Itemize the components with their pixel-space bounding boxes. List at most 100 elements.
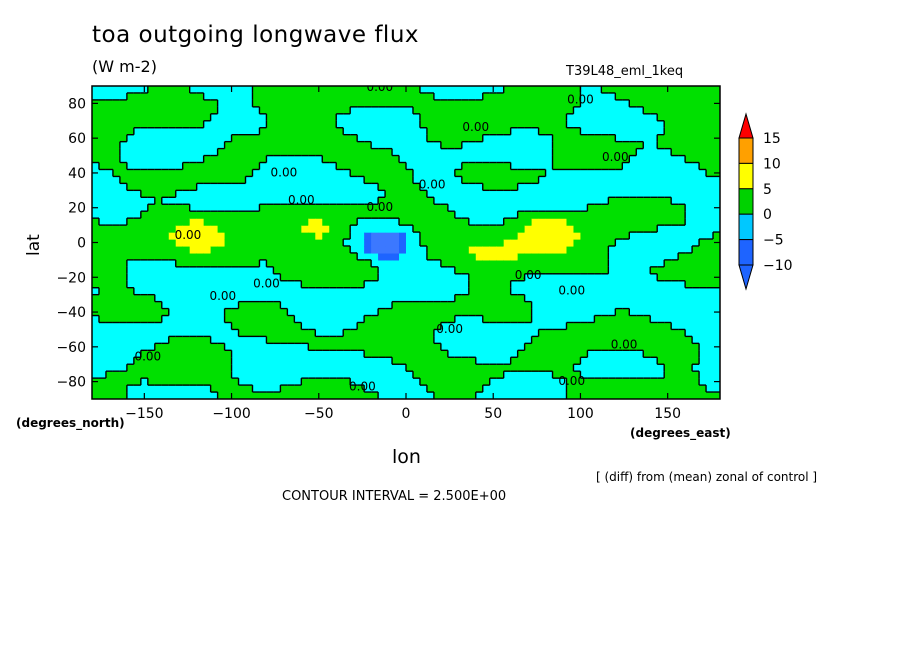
field-cell bbox=[454, 99, 463, 108]
field-cell bbox=[280, 322, 288, 331]
field-cell bbox=[601, 106, 609, 115]
field-cell bbox=[706, 364, 714, 372]
field-cell bbox=[378, 225, 386, 233]
field-cell bbox=[336, 232, 344, 240]
field-cell bbox=[336, 350, 344, 358]
field-cell bbox=[545, 211, 554, 219]
field-cell bbox=[224, 315, 233, 324]
field-cell bbox=[573, 86, 582, 94]
field-cell bbox=[650, 148, 658, 157]
field-cell bbox=[692, 169, 700, 178]
field-cell bbox=[419, 245, 428, 254]
field-cell bbox=[294, 204, 302, 212]
field-cell bbox=[252, 315, 261, 324]
field-cell bbox=[559, 134, 568, 143]
field-cell bbox=[238, 183, 247, 191]
field-cell bbox=[168, 322, 177, 331]
field-cell bbox=[447, 141, 456, 150]
field-cell bbox=[608, 155, 616, 164]
field-cell bbox=[399, 106, 407, 115]
field-cell bbox=[594, 378, 602, 386]
field-cell bbox=[147, 259, 156, 268]
field-cell bbox=[308, 92, 316, 101]
field-cell bbox=[482, 378, 491, 386]
field-cell bbox=[329, 315, 337, 324]
field-cell bbox=[392, 315, 400, 324]
field-cell bbox=[699, 357, 707, 365]
field-cell bbox=[315, 120, 323, 129]
field-cell bbox=[587, 239, 595, 247]
field-cell bbox=[217, 239, 226, 247]
field-cell bbox=[196, 134, 205, 143]
field-cell bbox=[266, 120, 275, 129]
field-cell bbox=[475, 190, 484, 198]
field-cell bbox=[301, 134, 309, 143]
field-cell bbox=[252, 364, 261, 372]
field-cell bbox=[238, 99, 247, 108]
field-cell bbox=[524, 169, 533, 178]
field-cell bbox=[601, 378, 609, 386]
field-cell bbox=[475, 120, 484, 129]
field-cell bbox=[454, 336, 463, 344]
field-cell bbox=[510, 336, 519, 344]
field-cell bbox=[119, 378, 128, 386]
field-cell bbox=[538, 392, 547, 399]
field-cell bbox=[594, 148, 602, 157]
field-cell bbox=[692, 308, 700, 317]
field-cell bbox=[419, 350, 428, 358]
field-cell bbox=[699, 127, 707, 136]
field-cell bbox=[399, 343, 407, 351]
field-cell bbox=[168, 266, 177, 275]
field-cell bbox=[636, 113, 644, 122]
field-cell bbox=[601, 280, 609, 289]
field-cell bbox=[266, 266, 275, 275]
field-cell bbox=[587, 273, 595, 282]
field-cell bbox=[224, 259, 233, 268]
field-cell bbox=[371, 371, 379, 379]
field-cell bbox=[664, 378, 672, 386]
field-cell bbox=[545, 273, 554, 282]
field-cell bbox=[154, 232, 163, 240]
field-cell bbox=[685, 287, 693, 296]
field-cell bbox=[189, 120, 198, 129]
field-cell bbox=[433, 364, 442, 372]
field-cell bbox=[510, 259, 519, 268]
field-cell bbox=[399, 176, 407, 184]
field-cell bbox=[482, 322, 491, 331]
field-cell bbox=[329, 148, 337, 157]
field-cell bbox=[280, 134, 288, 143]
field-cell bbox=[552, 245, 561, 254]
field-cell bbox=[566, 364, 575, 372]
field-cell bbox=[671, 141, 679, 150]
field-cell bbox=[615, 120, 623, 129]
field-cell bbox=[182, 336, 191, 344]
field-cell bbox=[119, 273, 128, 282]
field-cell bbox=[231, 308, 240, 317]
field-cell bbox=[161, 371, 170, 379]
field-cell bbox=[685, 322, 693, 331]
field-cell bbox=[489, 239, 498, 247]
field-cell bbox=[664, 141, 672, 150]
field-cell bbox=[692, 385, 700, 393]
field-cell bbox=[482, 280, 491, 289]
field-cell bbox=[385, 141, 393, 150]
field-cell bbox=[385, 148, 393, 157]
field-cell bbox=[364, 162, 372, 171]
field-cell bbox=[224, 176, 233, 184]
field-cell bbox=[231, 392, 240, 399]
field-cell bbox=[664, 322, 672, 331]
field-cell bbox=[266, 176, 275, 184]
field-cell bbox=[412, 225, 421, 233]
field-cell bbox=[203, 294, 212, 303]
field-cell bbox=[440, 190, 449, 198]
field-cell bbox=[238, 190, 247, 198]
field-cell bbox=[133, 385, 142, 393]
field-cell bbox=[447, 239, 456, 247]
field-cell bbox=[105, 273, 114, 282]
field-cell bbox=[294, 315, 302, 324]
field-cell bbox=[189, 329, 198, 337]
field-cell bbox=[531, 371, 540, 379]
field-cell bbox=[259, 190, 268, 198]
field-cell bbox=[280, 176, 288, 184]
field-cell bbox=[168, 218, 177, 226]
